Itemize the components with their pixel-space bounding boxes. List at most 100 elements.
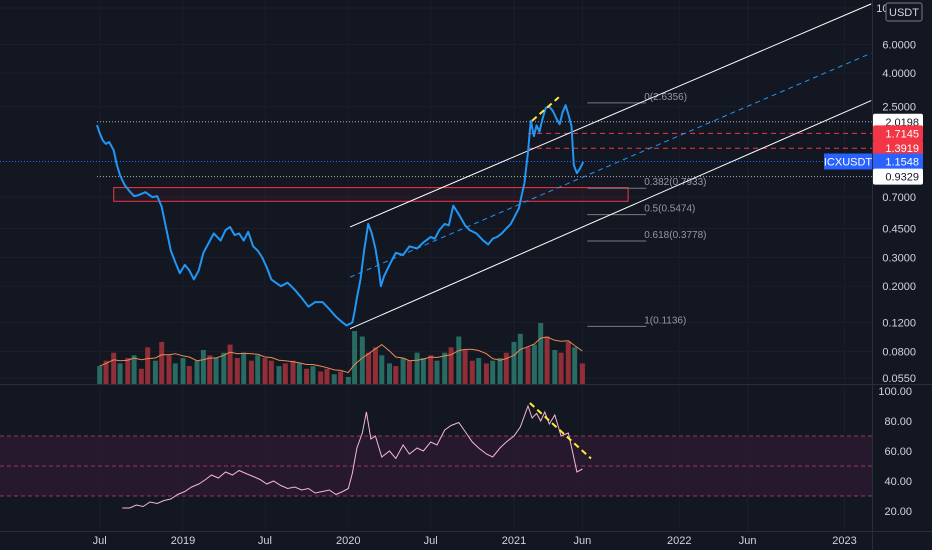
price-level-value: 1.7145: [885, 128, 919, 140]
rsi-axis[interactable]: 100.00 80.00 60.00 40.00 20.00: [878, 386, 912, 518]
volume-bar: [517, 333, 523, 385]
channel-middle-line[interactable]: [349, 52, 872, 278]
fib-level-label: 0.618(0.3778): [644, 230, 706, 241]
rsi-line: [122, 404, 583, 509]
volume-bar: [200, 350, 206, 385]
volume-bar: [531, 344, 537, 385]
rsi-tick-label: 20.00: [884, 506, 912, 518]
volume-bar: [138, 368, 144, 385]
price-level-badge[interactable]: [873, 168, 923, 185]
volume-bar: [579, 363, 585, 385]
volume-bar: [103, 360, 109, 385]
volume-bar: [393, 366, 399, 385]
rsi-trend-line[interactable]: [529, 402, 592, 460]
volume-bar: [111, 352, 117, 385]
time-tick-label: 2022: [667, 535, 691, 547]
volume-pane: [97, 323, 585, 385]
volume-bar: [483, 363, 489, 385]
price-level-badge[interactable]: [873, 140, 923, 157]
price-tick-label: 0.1200: [882, 318, 916, 330]
volume-bar: [456, 336, 462, 385]
volume-bar: [262, 358, 268, 385]
price-tick-label: 2.5000: [882, 102, 916, 114]
time-tick-label: Jun: [573, 535, 591, 547]
price-level-value: 1.3919: [885, 143, 919, 155]
time-axis[interactable]: Jul 2019 Jul 2020 Jul 2021 Jun 2022 Jun 2023: [93, 535, 857, 547]
volume-bar: [213, 358, 219, 385]
price-tick-label: 6.0000: [882, 39, 916, 51]
price-line: [96, 104, 585, 327]
volume-bar: [324, 368, 330, 385]
price-tick-label: 0.2000: [882, 281, 916, 293]
volume-bar: [172, 363, 178, 385]
volume-bar: [503, 352, 509, 385]
support-zone-layer: [113, 187, 629, 202]
volume-bar: [352, 331, 358, 385]
volume-bar: [572, 347, 578, 385]
price-tick-label: 4.0000: [882, 68, 916, 80]
volume-bar: [159, 341, 165, 385]
time-tick-label: Jul: [93, 535, 107, 547]
volume-bar: [241, 352, 247, 385]
volume-bar: [166, 355, 172, 385]
volume-bar: [234, 358, 240, 385]
time-tick-label: Jul: [258, 535, 272, 547]
volume-bar: [442, 352, 448, 385]
volume-bar: [290, 360, 296, 385]
fibonacci-retracement[interactable]: 0(2.6356) 0.382(0.7933) 0.5(0.5474) 0.618(0…: [587, 92, 707, 327]
rsi-pane: [0, 404, 872, 509]
currency-badge-frame: [885, 2, 923, 22]
volume-bar: [469, 360, 475, 385]
volume-bar: [221, 352, 227, 385]
channel-upper-line[interactable]: [349, 3, 872, 228]
volume-bar: [276, 366, 282, 385]
price-tick-label: 0.0550: [882, 373, 916, 385]
volume-bar: [310, 366, 316, 385]
volume-bar: [180, 358, 186, 385]
trend-annotations[interactable]: [529, 96, 592, 460]
volume-bar: [462, 350, 468, 385]
volume-bar: [255, 355, 261, 385]
price-trend-line[interactable]: [531, 96, 560, 122]
volume-bar: [420, 358, 426, 385]
price-series: [96, 104, 585, 327]
volume-bar: [125, 358, 131, 385]
price-level-value: 2.0198: [885, 117, 919, 129]
support-zone[interactable]: [113, 187, 629, 202]
volume-bar: [414, 352, 420, 385]
volume-bar: [538, 323, 544, 385]
price-tick-label: 0.7000: [882, 192, 916, 204]
fib-level-label: 0.382(0.7933): [644, 177, 706, 188]
last-price-value: 1.1548: [885, 157, 919, 169]
channel-lower-line[interactable]: [349, 100, 872, 330]
symbol-label: ICXUSDT: [824, 157, 873, 169]
volume-bar: [207, 355, 213, 385]
volume-bar: [565, 341, 571, 385]
volume-bar: [406, 360, 412, 385]
volume-bar: [296, 363, 302, 385]
volume-bar: [331, 374, 337, 385]
time-tick-label: Jun: [739, 535, 757, 547]
volume-bar: [248, 360, 254, 385]
currency-badge[interactable]: USDT: [885, 2, 923, 22]
volume-bar: [525, 347, 531, 385]
price-level-badge[interactable]: [873, 125, 923, 142]
currency-label: USDT: [889, 7, 919, 19]
volume-bar: [338, 371, 344, 385]
volume-bar: [511, 341, 517, 385]
fib-level-label: 0(2.6356): [644, 92, 687, 103]
volume-bar: [558, 352, 564, 385]
volume-bar: [387, 363, 392, 385]
rsi-tick-label: 40.00: [884, 476, 912, 488]
volume-bar: [552, 350, 558, 385]
time-tick-label: 2023: [832, 535, 856, 547]
volume-bar: [379, 355, 385, 385]
symbol-badge[interactable]: [824, 153, 872, 170]
volume-bar: [490, 360, 496, 385]
price-tick-label: 0.3000: [882, 252, 916, 264]
price-tick-label: 0.4500: [882, 224, 916, 236]
trend-channel[interactable]: [349, 3, 872, 330]
rsi-tick-label: 60.00: [884, 446, 912, 458]
volume-bar: [186, 366, 192, 385]
